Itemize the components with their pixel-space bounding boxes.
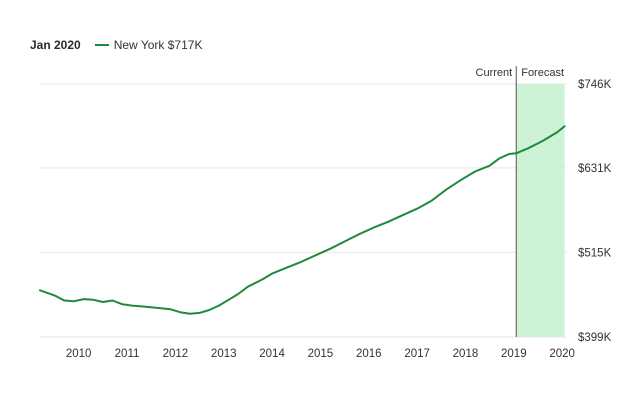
y-tick-label: $515K: [578, 247, 612, 259]
y-tick-label: $399K: [578, 332, 612, 344]
x-tick-label: 2020: [549, 348, 575, 360]
forecast-area: [516, 84, 565, 337]
y-axis-ticks: $746K $631K $515K $399K: [578, 79, 612, 344]
series-line-new-york: [39, 125, 566, 315]
legend-swatch: [94, 44, 109, 46]
x-tick-label: 2019: [501, 348, 527, 360]
y-tick-label: $631K: [578, 163, 612, 175]
x-tick-label: 2016: [356, 348, 382, 360]
x-tick-label: 2017: [404, 348, 430, 360]
x-tick-label: 2011: [115, 348, 140, 360]
legend-date: Jan 2020: [30, 38, 81, 52]
legend-series-label: New York $717K: [113, 38, 203, 52]
forecast-label: Forecast: [521, 67, 564, 79]
x-tick-label: 2010: [66, 348, 92, 360]
x-tick-label: 2014: [259, 348, 285, 360]
x-tick-label: 2018: [453, 348, 479, 360]
y-tick-label: $746K: [578, 79, 612, 91]
x-axis-ticks: 2010 2011 2012 2013 2014 2015 2016 2017 2018 2019…: [66, 348, 575, 360]
grid-lines: [40, 83, 567, 338]
chart-legend: Jan 2020 New York $717K: [30, 36, 202, 54]
x-tick-label: 2012: [163, 348, 189, 360]
current-label: Current: [476, 67, 513, 79]
x-tick-label: 2013: [211, 348, 237, 360]
x-tick-label: 2015: [308, 348, 334, 360]
